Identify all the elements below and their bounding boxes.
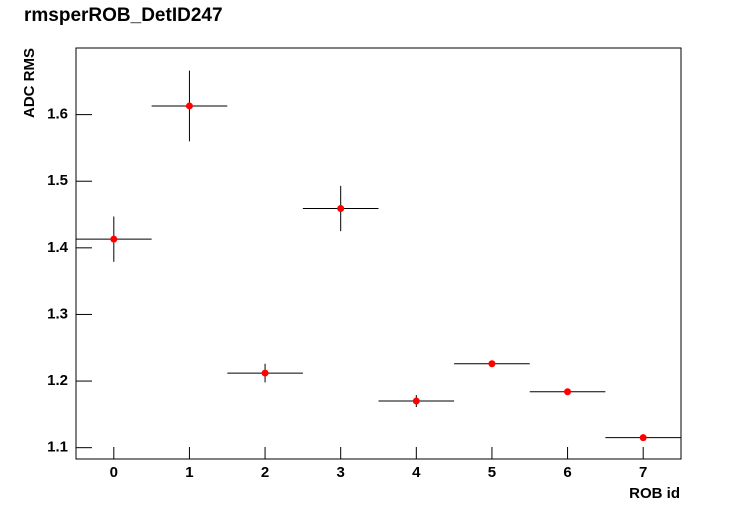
point [488, 360, 496, 368]
x-tick-label: 2 [261, 464, 269, 481]
x-tick-label: 0 [110, 464, 118, 481]
x-tick-label: 3 [337, 464, 345, 481]
y-tick-label: 1.6 [47, 106, 68, 123]
point [639, 434, 647, 442]
point [564, 388, 572, 396]
chart-title: rmsperROB_DetID247 [24, 5, 223, 26]
x-axis-label: ROB id [629, 485, 680, 502]
point [337, 205, 345, 213]
y-tick-label: 1.5 [47, 172, 68, 189]
y-tick-label: 1.3 [47, 305, 68, 322]
point [412, 397, 420, 405]
y-tick-label: 1.4 [47, 239, 69, 256]
x-tick-label: 7 [639, 464, 647, 481]
point [110, 235, 118, 243]
point [261, 369, 269, 377]
y-tick-label: 1.1 [47, 439, 68, 456]
plot-frame [75, 47, 682, 460]
x-tick-label: 4 [412, 464, 421, 481]
x-tick-label: 1 [185, 464, 193, 481]
y-axis-label: ADC RMS [21, 48, 38, 118]
x-tick-label: 5 [488, 464, 496, 481]
y-tick-label: 1.2 [47, 372, 68, 389]
point [185, 102, 193, 110]
x-tick-label: 6 [563, 464, 571, 481]
